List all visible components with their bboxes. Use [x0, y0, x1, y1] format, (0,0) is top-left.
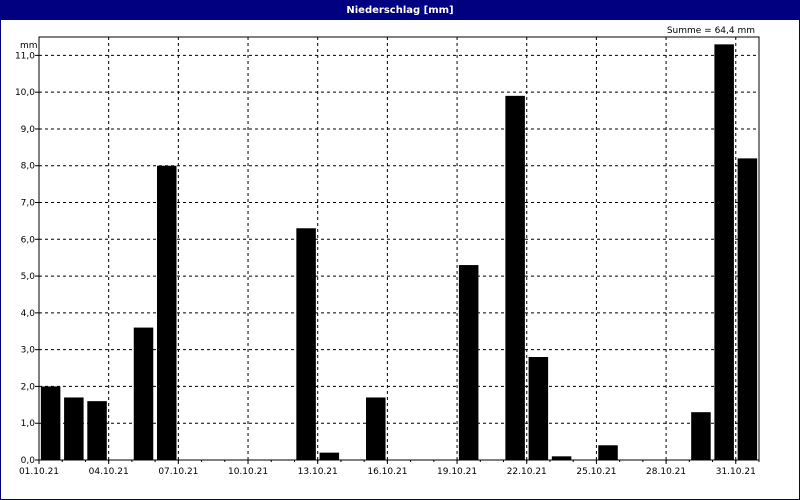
x-tick-label: 01.10.21: [19, 467, 59, 477]
precipitation-bar: [691, 412, 711, 460]
y-tick-label: 6,0: [21, 235, 36, 245]
precipitation-bar: [737, 158, 758, 460]
x-tick-label: 22.10.21: [507, 467, 547, 477]
plot-area-border: [38, 36, 760, 461]
precipitation-bar: [551, 456, 572, 460]
y-tick-label: 0,0: [21, 456, 36, 466]
precipitation-bar: [598, 445, 618, 460]
y-axis-unit-label: mm: [20, 41, 38, 51]
x-tick-label: 16.10.21: [367, 467, 407, 477]
precipitation-bar: [458, 265, 479, 460]
precipitation-bar: [319, 452, 340, 460]
y-tick-label: 3,0: [21, 346, 36, 356]
precipitation-bar: [505, 95, 525, 460]
y-tick-label: 8,0: [21, 162, 36, 172]
precipitation-bar: [296, 228, 316, 460]
y-tick-label: 5,0: [21, 272, 36, 282]
precipitation-bar: [528, 357, 549, 460]
precipitation-bar: [40, 386, 61, 460]
precipitation-bar: [133, 327, 154, 460]
precipitation-bar: [714, 44, 734, 461]
precipitation-bar: [87, 401, 107, 460]
x-tick-label: 10.10.21: [228, 467, 268, 477]
chart-title: Niederschlag [mm]: [1, 1, 799, 20]
x-tick-label: 28.10.21: [646, 467, 686, 477]
x-tick-label: 04.10.21: [89, 467, 129, 477]
x-tick-label: 25.10.21: [576, 467, 616, 477]
precipitation-bar: [366, 397, 386, 460]
y-tick-label: 4,0: [21, 309, 36, 319]
y-tick-label: 9,0: [21, 125, 36, 135]
y-tick-label: 7,0: [21, 199, 36, 209]
precipitation-bar: [156, 165, 177, 460]
x-tick-label: 13.10.21: [298, 467, 338, 477]
x-tick-label: 07.10.21: [158, 467, 198, 477]
y-tick-label: 2,0: [21, 382, 36, 392]
y-tick-label: 1,0: [21, 419, 36, 429]
y-tick-label: 11,0: [15, 51, 35, 61]
precipitation-bar: [64, 397, 84, 460]
x-tick-label: 19.10.21: [437, 467, 477, 477]
sum-annotation: Summe = 64,4 mm: [667, 26, 755, 36]
y-tick-label: 10,0: [15, 88, 35, 98]
x-tick-label: 31.10.21: [716, 467, 756, 477]
